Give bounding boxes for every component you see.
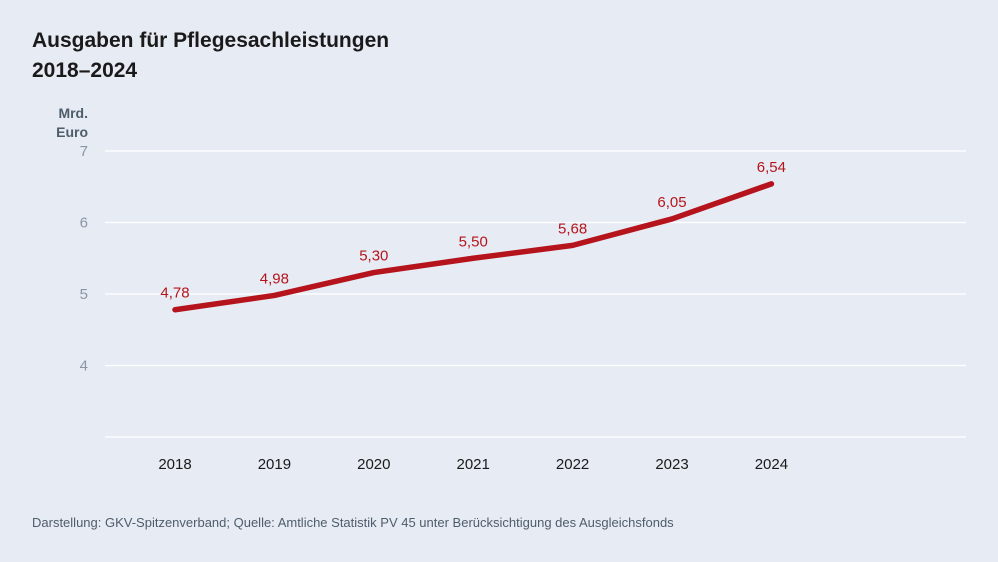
source-note: Darstellung: GKV-Spitzenverband; Quelle:… [32, 515, 674, 530]
y-tick-label-5: 5 [80, 286, 88, 303]
data-point-2024 [768, 181, 774, 187]
data-point-2020 [371, 270, 377, 276]
data-label-2020: 5,30 [359, 248, 388, 265]
data-label-2018: 4,78 [160, 285, 189, 302]
chart-title: Ausgaben für Pflegesachleistungen 2018–2… [32, 26, 389, 86]
x-axis-ticks: 2018 2019 2020 2021 2022 2023 2024 [158, 456, 788, 473]
chart-title-line-2: 2018–2024 [32, 59, 138, 82]
data-label-2024: 6,54 [757, 159, 786, 176]
data-label-2023: 6,05 [657, 194, 686, 211]
y-tick-label-7: 7 [80, 143, 88, 160]
x-tick-label-2023: 2023 [655, 456, 688, 473]
y-tick-label-6: 6 [80, 215, 88, 232]
y-axis-unit-line-1: Mrd. [58, 105, 88, 121]
y-axis-unit-label: Mrd. Euro [30, 104, 88, 142]
data-labels: 4,78 4,98 5,30 5,50 5,68 6,05 6,54 [160, 159, 786, 302]
y-axis-ticks: 4 5 6 7 [80, 143, 88, 375]
x-tick-label-2024: 2024 [755, 456, 788, 473]
x-tick-label-2018: 2018 [158, 456, 191, 473]
y-tick-label-4: 4 [80, 358, 88, 375]
data-label-2021: 5,50 [459, 233, 488, 250]
series-group [172, 181, 775, 313]
y-axis-unit-line-2: Euro [56, 124, 88, 140]
x-tick-label-2021: 2021 [457, 456, 490, 473]
x-tick-label-2022: 2022 [556, 456, 589, 473]
gridlines [105, 150, 966, 438]
data-label-2019: 4,98 [260, 270, 289, 287]
x-tick-label-2019: 2019 [258, 456, 291, 473]
data-label-2022: 5,68 [558, 220, 587, 237]
x-tick-label-2020: 2020 [357, 456, 390, 473]
chart-title-line-1: Ausgaben für Pflegesachleistungen [32, 29, 390, 52]
data-point-2021 [470, 255, 476, 261]
data-point-2018 [172, 307, 178, 313]
data-point-2022 [570, 242, 576, 248]
data-point-2019 [271, 292, 277, 298]
data-point-2023 [669, 216, 675, 222]
